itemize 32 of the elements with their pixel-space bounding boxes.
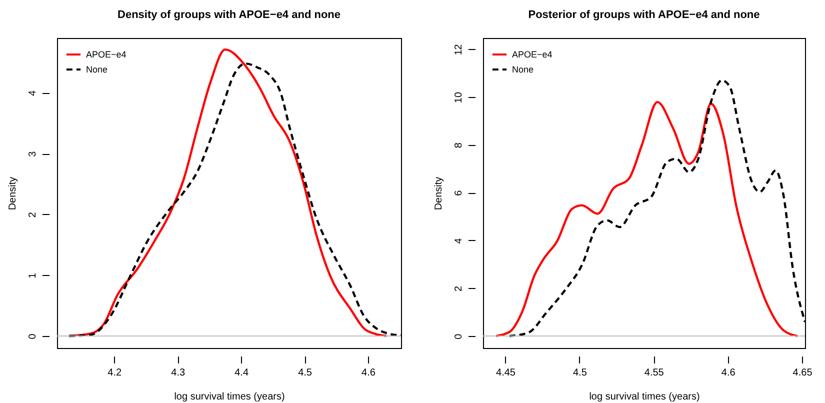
x-tick-label: 4.6 [721, 368, 736, 378]
legend-label: None [512, 64, 534, 74]
legend-label: APOE−e4 [86, 50, 126, 60]
x-tick-label: 4.45 [496, 368, 516, 378]
y-tick-label: 4 [28, 90, 38, 96]
legend-label: APOE−e4 [512, 50, 552, 60]
y-tick-label: 1 [28, 272, 38, 278]
legend-label: None [86, 64, 108, 74]
chart-title: Density of groups with APOE−e4 and none [118, 9, 340, 21]
x-tick-label: 4.5 [573, 368, 588, 378]
y-tick-label: 4 [454, 238, 464, 244]
y-tick-label: 0 [454, 333, 464, 340]
y-tick-label: 2 [454, 286, 464, 292]
x-axis-title: log survival times (years) [589, 392, 700, 402]
chart-title: Posterior of groups with APOE−e4 and none [528, 9, 760, 21]
x-tick-label: 4.55 [644, 368, 664, 378]
x-axis-title: log survival times (years) [174, 392, 285, 402]
y-tick-label: 2 [28, 212, 38, 218]
x-tick-label: 4.2 [108, 368, 122, 378]
y-tick-label: 3 [28, 150, 38, 157]
y-tick-label: 8 [454, 142, 464, 148]
y-tick-label: 6 [454, 190, 464, 196]
x-tick-label: 4.5 [298, 368, 312, 378]
y-tick-label: 10 [454, 92, 464, 104]
y-tick-label: 0 [28, 333, 38, 340]
y-axis-title: Density [8, 176, 18, 210]
y-tick-label: 12 [454, 44, 464, 56]
x-tick-label: 4.3 [171, 368, 186, 378]
x-tick-label: 4.6 [362, 368, 376, 378]
x-tick-label: 4.4 [234, 368, 249, 378]
x-tick-label: 4.65 [792, 368, 813, 378]
y-axis-title: Density [434, 176, 444, 210]
